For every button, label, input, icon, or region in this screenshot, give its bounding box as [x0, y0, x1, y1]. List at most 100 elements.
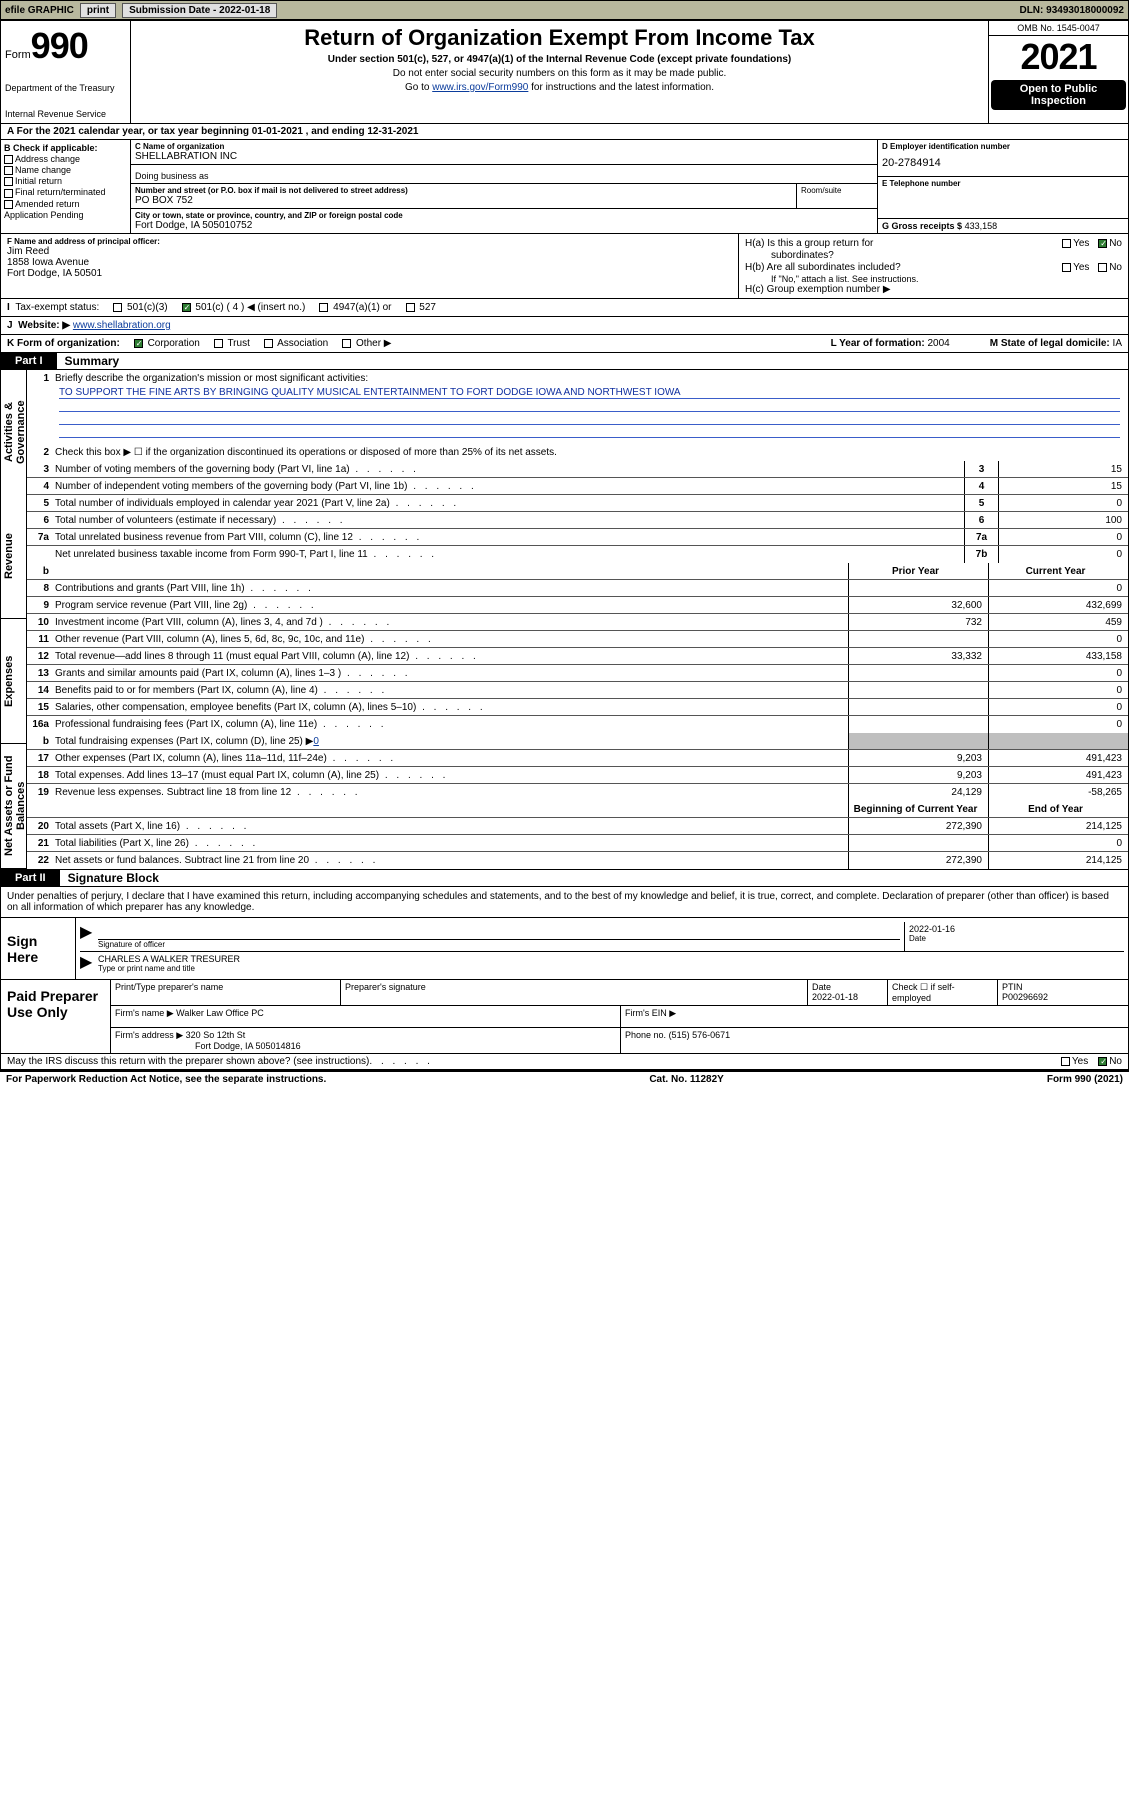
org-name: SHELLABRATION INC: [135, 151, 873, 162]
table-row: 17 Other expenses (Part IX, column (A), …: [27, 750, 1128, 767]
paid-preparer-block: Paid Preparer Use Only Print/Type prepar…: [0, 980, 1129, 1054]
omb-number: OMB No. 1545-0047: [989, 21, 1128, 36]
header-right: OMB No. 1545-0047 2021 Open to Public In…: [988, 21, 1128, 123]
ha-yes-checkbox[interactable]: [1062, 239, 1071, 248]
prior-year-header: Prior Year: [848, 563, 988, 579]
website-link[interactable]: www.shellabration.org: [73, 320, 171, 331]
initial-return-checkbox[interactable]: [4, 177, 13, 186]
officer-addr2: Fort Dodge, IA 50501: [7, 268, 732, 279]
form-subtitle: Under section 501(c), 527, or 4947(a)(1)…: [139, 54, 980, 65]
501c3-checkbox[interactable]: [113, 303, 122, 312]
end-year-header: End of Year: [988, 801, 1128, 817]
other-checkbox[interactable]: [342, 339, 351, 348]
firm-name: Walker Law Office PC: [176, 1008, 264, 1018]
open-to-public: Open to Public Inspection: [991, 80, 1126, 110]
discuss-no-checkbox[interactable]: [1098, 1057, 1107, 1066]
beginning-year-header: Beginning of Current Year: [848, 801, 988, 817]
row-fh: F Name and address of principal officer:…: [0, 234, 1129, 299]
prep-date: 2022-01-18: [812, 992, 858, 1002]
tax-year: 2021: [989, 36, 1128, 78]
discuss-yes-checkbox[interactable]: [1061, 1057, 1070, 1066]
officer-name: Jim Reed: [7, 246, 732, 257]
sign-date: 2022-01-16: [909, 924, 1120, 934]
submission-date-button[interactable]: Submission Date - 2022-01-18: [122, 3, 277, 18]
mission-text: TO SUPPORT THE FINE ARTS BY BRINGING QUA…: [59, 387, 1120, 399]
hb-yes-checkbox[interactable]: [1062, 263, 1071, 272]
form-number: 990: [31, 25, 88, 67]
print-button[interactable]: print: [80, 3, 116, 18]
table-row: 16a Professional fundraising fees (Part …: [27, 716, 1128, 733]
current-year-header: Current Year: [988, 563, 1128, 579]
col-e-telephone: E Telephone number: [878, 177, 1128, 219]
firm-phone: (515) 576-0671: [669, 1030, 731, 1040]
topbar: efile GRAPHIC print Submission Date - 20…: [0, 0, 1129, 20]
firm-ein-label: Firm's EIN ▶: [621, 1006, 1128, 1027]
col-c-org: C Name of organization SHELLABRATION INC…: [131, 140, 878, 233]
ptin-value: P00296692: [1002, 992, 1048, 1002]
ein-value: 20-2784914: [882, 157, 1124, 169]
final-return-checkbox[interactable]: [4, 189, 13, 198]
form-title: Return of Organization Exempt From Incom…: [139, 25, 980, 51]
table-row: 14 Benefits paid to or for members (Part…: [27, 682, 1128, 699]
part2-header: Part II Signature Block: [0, 870, 1129, 887]
table-row: 9 Program service revenue (Part VIII, li…: [27, 597, 1128, 614]
irs-form990-link[interactable]: www.irs.gov/Form990: [432, 82, 528, 93]
table-row: 11 Other revenue (Part VIII, column (A),…: [27, 631, 1128, 648]
table-row: 7a Total unrelated business revenue from…: [27, 529, 1128, 546]
row-a-taxyear: A For the 2021 calendar year, or tax yea…: [0, 124, 1129, 140]
table-row: 4 Number of independent voting members o…: [27, 478, 1128, 495]
vtab-revenue: Revenue: [1, 494, 26, 619]
dba-label: Doing business as: [131, 165, 877, 184]
501c-checkbox[interactable]: [182, 303, 191, 312]
org-city: Fort Dodge, IA 505010752: [135, 220, 873, 231]
officer-sign-name: CHARLES A WALKER TRESURER: [98, 954, 1120, 964]
col-g-gross: G Gross receipts $ 433,158: [878, 219, 1128, 233]
ssn-note: Do not enter social security numbers on …: [139, 68, 980, 79]
ha-no-checkbox[interactable]: [1098, 239, 1107, 248]
table-row: 5 Total number of individuals employed i…: [27, 495, 1128, 512]
goto-note: Go to www.irs.gov/Form990 for instructio…: [139, 82, 980, 93]
self-employed-check: Check ☐ if self-employed: [888, 980, 998, 1005]
trust-checkbox[interactable]: [214, 339, 223, 348]
dln-label: DLN: 93493018000092: [1019, 5, 1124, 16]
dept-label: Department of the Treasury: [5, 83, 126, 93]
vtab-netassets: Net Assets or Fund Balances: [1, 744, 26, 869]
corp-checkbox[interactable]: [134, 339, 143, 348]
irs-discuss-row: May the IRS discuss this return with the…: [0, 1054, 1129, 1070]
paperwork-notice: For Paperwork Reduction Act Notice, see …: [6, 1074, 326, 1085]
table-row: 3 Number of voting members of the govern…: [27, 461, 1128, 478]
part1-header: Part I Summary: [0, 353, 1129, 370]
col-b-checkboxes: B Check if applicable: Address change Na…: [1, 140, 131, 233]
4947-checkbox[interactable]: [319, 303, 328, 312]
amended-return-checkbox[interactable]: [4, 200, 13, 209]
assoc-checkbox[interactable]: [264, 339, 273, 348]
table-row: 10 Investment income (Part VIII, column …: [27, 614, 1128, 631]
table-row: 15 Salaries, other compensation, employe…: [27, 699, 1128, 716]
fundraising-link[interactable]: 0: [313, 736, 319, 747]
hc-group-exemption: H(c) Group exemption number ▶: [745, 284, 1122, 295]
table-row: Net unrelated business taxable income fr…: [27, 546, 1128, 563]
table-row: 12 Total revenue—add lines 8 through 11 …: [27, 648, 1128, 665]
527-checkbox[interactable]: [406, 303, 415, 312]
form-footer: Form 990 (2021): [1047, 1074, 1123, 1085]
address-change-checkbox[interactable]: [4, 155, 13, 164]
year-formation: 2004: [927, 338, 949, 349]
firm-addr1: 320 So 12th St: [186, 1030, 246, 1040]
row-i-taxstatus: I Tax-exempt status: 501(c)(3) 501(c) ( …: [0, 299, 1129, 317]
form-header: Form 990 Department of the Treasury Inte…: [0, 20, 1129, 124]
table-row: 21 Total liabilities (Part X, line 26) 0: [27, 835, 1128, 852]
name-change-checkbox[interactable]: [4, 166, 13, 175]
table-row: 22 Net assets or fund balances. Subtract…: [27, 852, 1128, 869]
sign-here-block: Sign Here ▶ Signature of officer 2022-01…: [0, 918, 1129, 980]
state-domicile: IA: [1113, 338, 1122, 349]
firm-addr2: Fort Dodge, IA 505014816: [195, 1041, 301, 1051]
row-k-formorg: K Form of organization: Corporation Trus…: [0, 335, 1129, 353]
table-row: 13 Grants and similar amounts paid (Part…: [27, 665, 1128, 682]
table-row: 19 Revenue less expenses. Subtract line …: [27, 784, 1128, 801]
form-word: Form: [5, 49, 31, 61]
col-d-ein: D Employer identification number 20-2784…: [878, 140, 1128, 177]
table-row: 20 Total assets (Part X, line 16) 272,39…: [27, 818, 1128, 835]
row-j-website: J Website: ▶ www.shellabration.org: [0, 317, 1129, 335]
room-suite-label: Room/suite: [797, 184, 877, 208]
hb-no-checkbox[interactable]: [1098, 263, 1107, 272]
